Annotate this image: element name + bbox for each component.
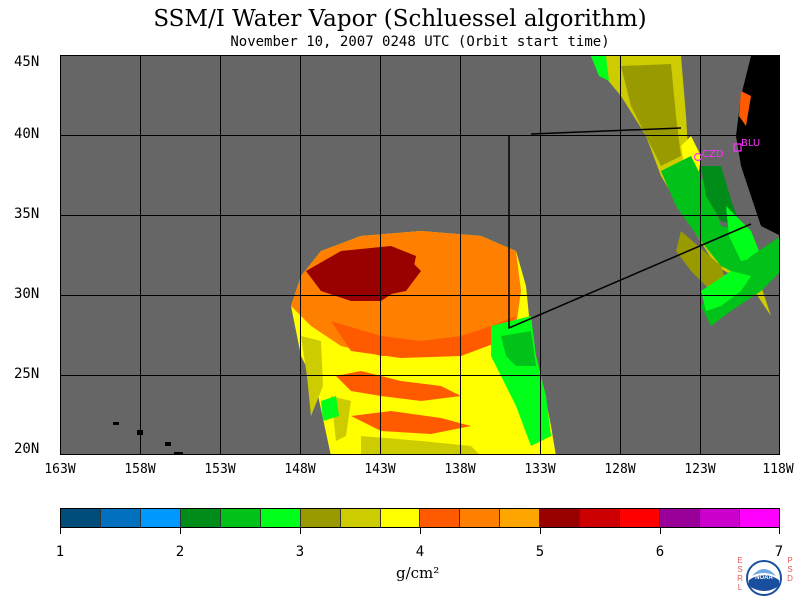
colorbar-swatch (620, 509, 661, 527)
colorbar-label-2: 2 (175, 544, 185, 560)
station-blu-marker (733, 143, 742, 152)
lon-label-133w: 133W (524, 462, 556, 477)
colorbar-swatch (460, 509, 501, 527)
station-czd-label: CZD (702, 149, 724, 160)
colorbar-swatch (660, 509, 700, 527)
station-blu-label: BLU (741, 138, 760, 149)
colorbar-swatch (380, 509, 421, 527)
domain-outline (508, 127, 752, 330)
swath-east (591, 56, 779, 326)
colorbar-label-7: 7 (774, 544, 784, 560)
water-vapor-map: CZD BLU (60, 55, 780, 455)
map-subtitle: November 10, 2007 0248 UTC (Orbit start … (230, 34, 610, 50)
colorbar-label-5: 5 (535, 544, 545, 560)
colorbar-label-6: 6 (655, 544, 665, 560)
colorbar-tick (660, 528, 661, 534)
lon-label-123w: 123W (684, 462, 716, 477)
colorbar-swatch (739, 509, 779, 527)
colorbar-label-3: 3 (295, 544, 305, 560)
colorbar-swatch (100, 509, 141, 527)
colorbar-tick (180, 528, 181, 534)
lat-label-20n: 20N (14, 441, 40, 457)
lon-label-163w: 163W (44, 462, 76, 477)
lat-lon-grid (61, 56, 779, 454)
lon-label-128w: 128W (604, 462, 636, 477)
colorbar-swatch (340, 509, 381, 527)
lat-label-35n: 35N (14, 206, 40, 222)
noaa-badge-text: NOAA (755, 575, 773, 581)
colorbar-swatch (420, 509, 461, 527)
lon-label-118w: 118W (762, 462, 794, 477)
hawaii-islands (113, 422, 183, 454)
colorbar-swatch (540, 509, 581, 527)
station-czd-marker (693, 152, 703, 162)
colorbar-tick (60, 528, 61, 534)
lat-label-40n: 40N (14, 126, 40, 142)
noaa-logo-icon: NOAA (746, 560, 782, 596)
map-canvas: CZD BLU (61, 56, 779, 454)
colorbar-label-1: 1 (55, 544, 65, 560)
colorbar-swatch (140, 509, 181, 527)
colorbar-swatch (700, 509, 740, 527)
colorbar-units: g/cm² (396, 564, 440, 582)
lon-label-138w: 138W (444, 462, 476, 477)
colorbar-swatch (300, 509, 341, 527)
colorbar-swatch (260, 509, 301, 527)
lat-label-25n: 25N (14, 366, 40, 382)
colorbar-label-4: 4 (415, 544, 425, 560)
colorbar-swatch (500, 509, 541, 527)
colorbar-swatch (180, 509, 221, 527)
map-title: SSM/I Water Vapor (Schluessel algorithm) (153, 6, 647, 32)
colorbar-swatch (580, 509, 621, 527)
lat-label-45n: 45N (14, 54, 40, 70)
colorbar-tick (420, 528, 421, 534)
lon-label-143w: 143W (364, 462, 396, 477)
colorbar-tick (540, 528, 541, 534)
lon-label-158w: 158W (124, 462, 156, 477)
colorbar (60, 508, 780, 528)
lon-label-148w: 148W (284, 462, 316, 477)
lat-label-30n: 30N (14, 286, 40, 302)
colorbar-swatch (61, 509, 101, 527)
swath-central (291, 231, 556, 454)
colorbar-tick (300, 528, 301, 534)
lon-label-153w: 153W (204, 462, 236, 477)
colorbar-tick (779, 528, 780, 534)
colorbar-swatch (220, 509, 261, 527)
station-markers: CZD BLU (693, 138, 760, 162)
